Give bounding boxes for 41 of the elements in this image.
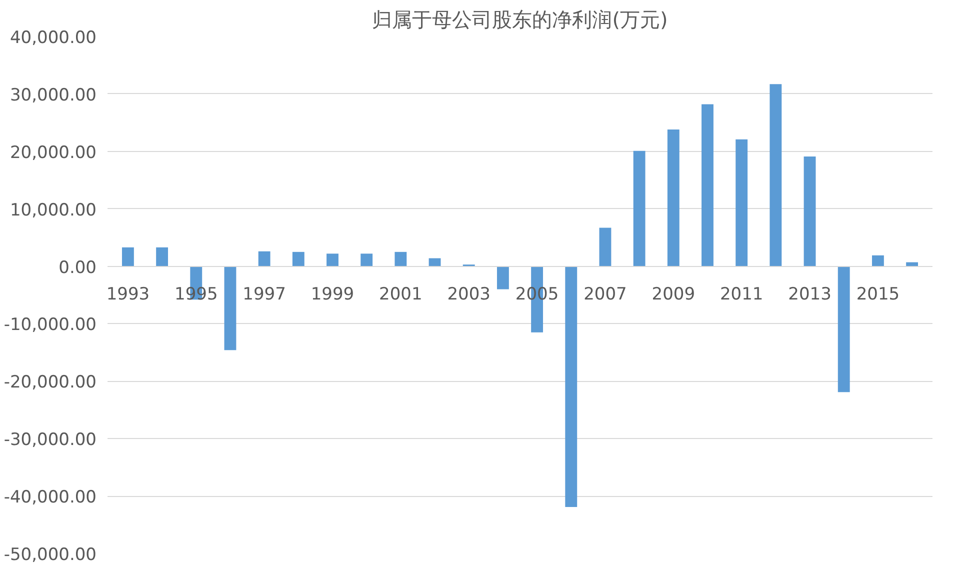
bar bbox=[428, 258, 441, 266]
bar bbox=[394, 252, 407, 266]
x-tick-label: 1999 bbox=[310, 284, 354, 304]
bar bbox=[292, 252, 304, 266]
bar bbox=[360, 254, 373, 266]
x-tick-label: 2011 bbox=[720, 284, 764, 304]
x-tick-label: 2007 bbox=[584, 284, 627, 304]
y-tick-label: 0.00 bbox=[58, 258, 97, 278]
y-tick-label: 10,000.00 bbox=[10, 200, 97, 220]
y-tick-label: -40,000.00 bbox=[4, 488, 97, 508]
y-tick-label: 30,000.00 bbox=[10, 85, 97, 106]
y-tick-label: 40,000.00 bbox=[10, 28, 97, 48]
x-tick-label: 2013 bbox=[788, 284, 832, 304]
x-tick-label: 1997 bbox=[242, 284, 286, 304]
bar bbox=[565, 266, 578, 507]
x-tick-label: 1993 bbox=[106, 284, 150, 304]
bar bbox=[702, 104, 714, 266]
bar bbox=[496, 266, 509, 290]
y-tick-label: -10,000.00 bbox=[4, 315, 97, 336]
x-tick-label: 2001 bbox=[379, 284, 422, 304]
x-tick-label: 2003 bbox=[447, 284, 490, 304]
y-tick-label: -50,000.00 bbox=[4, 545, 97, 565]
bar bbox=[667, 130, 680, 266]
bar bbox=[224, 266, 236, 350]
bar bbox=[122, 247, 134, 266]
bar bbox=[599, 228, 612, 266]
bar bbox=[156, 247, 168, 266]
bar bbox=[326, 254, 338, 266]
x-tick-label: 2015 bbox=[856, 284, 900, 304]
y-tick-label: 20,000.00 bbox=[10, 142, 97, 163]
bar bbox=[838, 266, 850, 392]
y-tick-label: -30,000.00 bbox=[4, 430, 97, 450]
bar bbox=[872, 255, 884, 266]
bar bbox=[633, 150, 646, 266]
bar bbox=[804, 156, 816, 266]
bar bbox=[258, 251, 270, 266]
bar bbox=[770, 84, 782, 266]
x-tick-label: 2009 bbox=[652, 284, 696, 304]
chart-title: 归属于母公司股东的净利润(万元) bbox=[372, 8, 668, 32]
bar bbox=[736, 139, 748, 266]
y-tick-label: -20,000.00 bbox=[4, 372, 97, 393]
